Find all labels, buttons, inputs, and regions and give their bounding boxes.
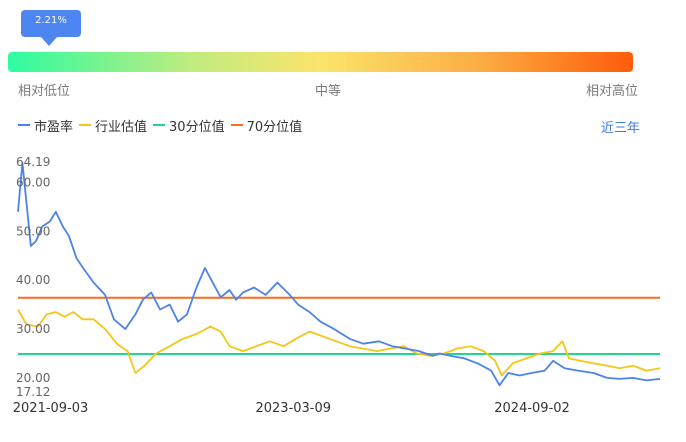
scale-label-mid: 中等 [315, 84, 342, 99]
legend-swatch-pe [18, 124, 30, 126]
legend-swatch-p70 [230, 124, 243, 126]
series-line-industry [17, 309, 661, 377]
x-axis-ticks: 2021-09-03 2023-03-09 2024-09-02 [13, 401, 570, 416]
legend-label-industry: 行业估值 [95, 119, 148, 135]
series-line-pe [17, 161, 661, 387]
chart-legend: 市盈率 行业估值 30分位值 70分位值 [18, 116, 308, 135]
legend-item-industry[interactable]: 行业估值 [79, 116, 147, 135]
scale-label-low: 相对低位 [18, 84, 71, 99]
percentile-value-label: 2.21% [35, 15, 67, 26]
series-lines [17, 161, 661, 387]
x-tick-label: 2024-09-02 [494, 401, 570, 416]
y-tick-label: 30.00 [16, 322, 50, 336]
y-tick-label: 60.00 [16, 175, 50, 189]
legend-item-p30[interactable]: 30分位值 [153, 116, 225, 135]
percentile-value-tooltip: 2.21% [21, 10, 81, 37]
legend-item-p70[interactable]: 70分位值 [230, 116, 303, 135]
legend-swatch-industry [79, 124, 92, 126]
legend-label-pe: 市盈率 [34, 119, 74, 135]
percentile-pointer-arrow [41, 37, 57, 46]
y-tick-label: 40.00 [16, 273, 50, 287]
y-tick-label: 64.19 [16, 155, 50, 169]
y-tick-label: 17.12 [16, 385, 50, 399]
legend-label-p30: 30分位值 [169, 119, 225, 135]
legend-label-p70: 70分位值 [246, 119, 303, 135]
period-selector[interactable]: 近三年 [600, 121, 640, 136]
y-tick-label: 20.00 [16, 371, 50, 385]
legend-item-pe[interactable]: 市盈率 [18, 116, 73, 135]
reference-lines [18, 296, 660, 355]
percentile-gradient-bar [8, 52, 633, 72]
x-tick-label: 2021-09-03 [13, 401, 89, 416]
y-tick-label: 50.00 [16, 224, 50, 238]
percentile-indicator: 2.21% 相对低位 中等 相对高位 [0, 0, 686, 100]
scale-label-high: 相对高位 [585, 84, 638, 99]
legend-swatch-p30 [153, 124, 166, 126]
x-tick-label: 2023-03-09 [255, 401, 331, 416]
